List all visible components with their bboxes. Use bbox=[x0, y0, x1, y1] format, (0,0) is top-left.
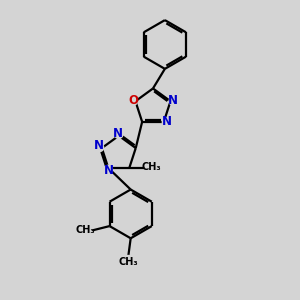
Circle shape bbox=[115, 130, 123, 138]
Text: N: N bbox=[103, 164, 114, 178]
Circle shape bbox=[145, 162, 157, 174]
Text: N: N bbox=[94, 140, 104, 152]
Circle shape bbox=[95, 143, 104, 152]
Text: N: N bbox=[161, 115, 172, 128]
Circle shape bbox=[104, 165, 112, 174]
Circle shape bbox=[129, 97, 137, 105]
Circle shape bbox=[122, 256, 134, 268]
Text: N: N bbox=[168, 94, 178, 107]
Circle shape bbox=[169, 97, 177, 105]
Text: CH₃: CH₃ bbox=[118, 257, 138, 267]
Circle shape bbox=[80, 224, 92, 237]
Circle shape bbox=[162, 118, 170, 126]
Text: O: O bbox=[128, 94, 138, 107]
Text: N: N bbox=[113, 127, 123, 140]
Text: CH₃: CH₃ bbox=[76, 225, 96, 235]
Text: CH₃: CH₃ bbox=[141, 162, 161, 172]
